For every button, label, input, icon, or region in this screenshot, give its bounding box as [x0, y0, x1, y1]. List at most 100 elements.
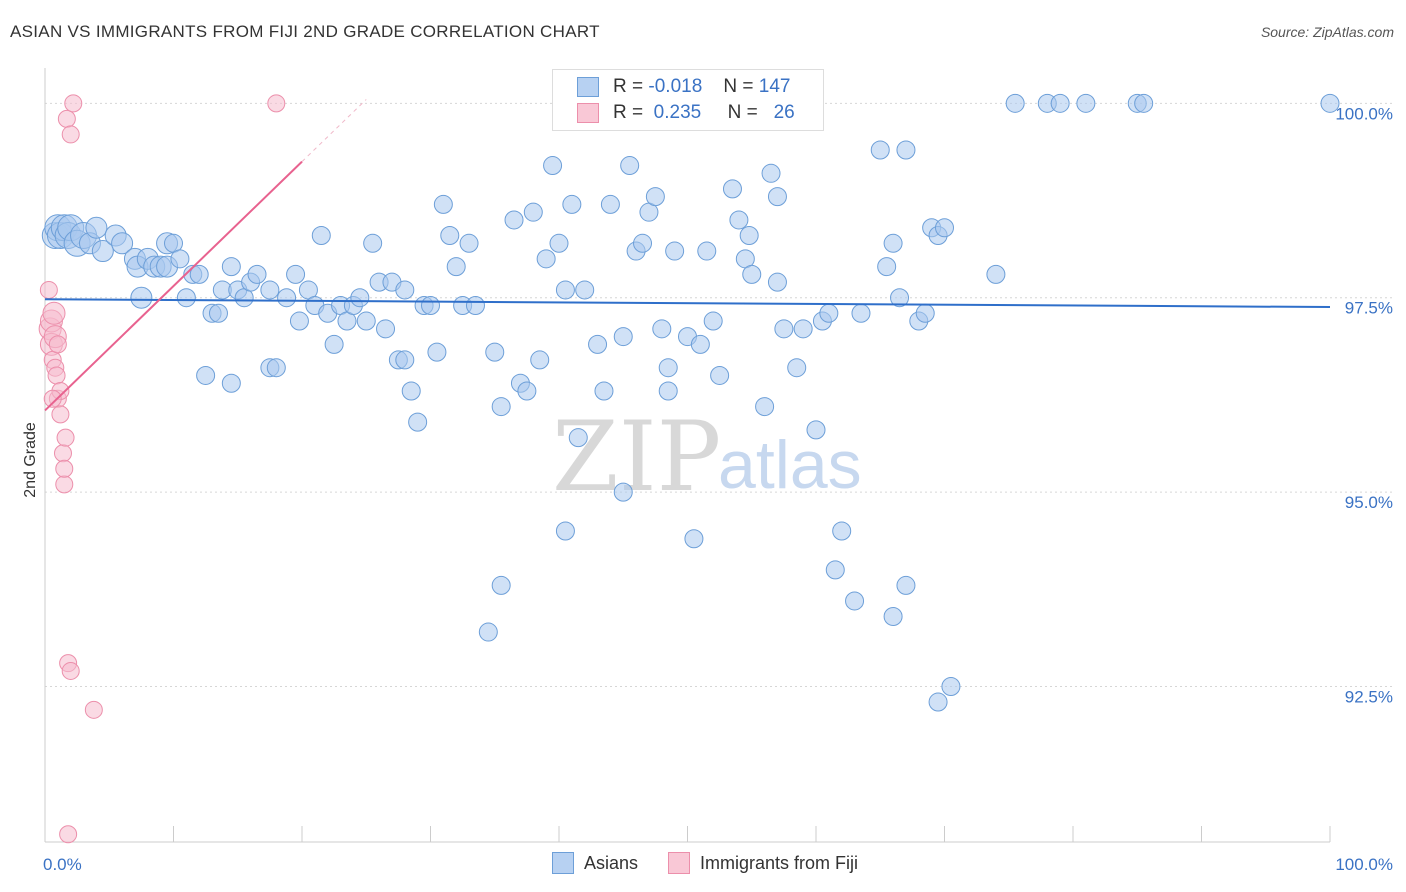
gridlines	[45, 102, 1392, 687]
fiji-point	[57, 109, 76, 128]
asian-point	[883, 607, 903, 627]
fiji-point	[48, 335, 67, 354]
asian-point	[742, 264, 762, 284]
asian-point	[221, 257, 241, 277]
legend-r-value: 0.235	[653, 102, 702, 123]
fiji-trend-extension	[301, 99, 367, 163]
asian-point	[491, 575, 511, 595]
x-tick-label: 0.0%	[43, 855, 82, 874]
asian-point	[877, 257, 897, 277]
asian-point	[767, 272, 787, 292]
asian-point	[767, 187, 787, 207]
asian-point	[600, 194, 620, 214]
y-axis-label: 2nd Grade	[22, 422, 39, 498]
asian-point	[208, 303, 228, 323]
asian-point	[111, 232, 134, 255]
asian-points	[41, 93, 1340, 712]
asian-trend-line	[44, 298, 1331, 309]
fiji-point	[61, 125, 80, 144]
asian-point	[266, 358, 286, 378]
asian-point	[883, 233, 903, 253]
asian-point	[658, 358, 678, 378]
asian-point	[774, 319, 794, 339]
fiji-swatch	[577, 103, 599, 123]
asian-point	[555, 521, 575, 541]
asian-point	[530, 350, 550, 370]
asian-point	[277, 288, 297, 308]
asian-point	[324, 334, 344, 354]
y-tick-label: 100.0%	[1335, 104, 1393, 123]
asian-point	[491, 397, 511, 417]
asian-point	[440, 226, 460, 246]
asian-point	[665, 241, 685, 261]
asian-point	[549, 233, 569, 253]
asian-point	[935, 218, 954, 238]
asian-point	[170, 249, 190, 269]
asian-point	[613, 327, 633, 347]
fiji-point	[39, 280, 58, 299]
asian-point	[421, 295, 440, 315]
asian-point	[189, 264, 209, 284]
asian-point	[851, 303, 871, 323]
asian-point	[433, 194, 453, 214]
tick-labels: 100.0% 97.5% 95.0% 92.5% 0.0% 100.0%	[43, 104, 1393, 874]
asian-point	[311, 226, 331, 246]
fiji-point	[84, 700, 103, 719]
asian-point	[401, 381, 421, 401]
legend-n-label: N =	[723, 76, 754, 97]
asian-point	[941, 676, 961, 696]
asian-point	[517, 381, 537, 401]
legend-r-label: R =	[613, 102, 644, 123]
asian-point	[793, 319, 813, 339]
asian-point	[1320, 93, 1340, 113]
asian-point	[739, 226, 759, 246]
asian-point	[465, 295, 485, 315]
asian-point	[289, 311, 309, 331]
asian-point	[722, 179, 742, 199]
asian-swatch	[577, 77, 599, 97]
source-credit: Source: ZipAtlas.com	[1260, 24, 1394, 40]
asian-point	[555, 280, 575, 300]
trend-lines	[44, 99, 1331, 412]
asian-point	[459, 233, 479, 253]
asian-point	[690, 334, 710, 354]
asian-point	[832, 521, 852, 541]
series-legend: Asians Immigrants from Fiji	[552, 852, 888, 874]
asian-point	[485, 342, 505, 362]
asian-point	[196, 365, 216, 385]
asian-point	[568, 428, 588, 448]
asian-point	[247, 264, 267, 284]
stats-legend: R = -0.018 N = 147 R = 0.235 N = 26	[552, 69, 824, 131]
asian-point	[710, 365, 730, 385]
y-tick-label: 95.0%	[1345, 493, 1393, 512]
asian-point	[825, 560, 845, 580]
asian-point	[594, 381, 614, 401]
fiji-swatch	[668, 852, 691, 874]
legend-item-asians[interactable]: Asians	[552, 852, 638, 874]
fiji-point	[55, 459, 74, 478]
legend-n-value: 147	[758, 76, 791, 97]
legend-item-fiji[interactable]: Immigrants from Fiji	[668, 852, 858, 874]
y-tick-label: 97.5%	[1345, 299, 1393, 318]
asian-point	[176, 288, 196, 308]
asian-point	[376, 319, 396, 339]
asian-point	[645, 187, 665, 207]
fiji-point	[61, 661, 80, 680]
asian-point	[870, 140, 890, 160]
x-tick-label: 100.0%	[1335, 855, 1393, 874]
legend-r-value: -0.018	[648, 76, 703, 97]
asian-point	[588, 334, 608, 354]
asian-point	[652, 319, 672, 339]
asian-point	[356, 311, 376, 331]
fiji-point	[53, 444, 72, 463]
asian-point	[504, 210, 524, 230]
asian-point	[286, 264, 306, 284]
asian-point	[427, 342, 447, 362]
legend-n-label: N =	[727, 102, 758, 123]
asian-point	[697, 241, 717, 261]
y-tick-label: 92.5%	[1345, 687, 1393, 706]
asian-point	[85, 216, 108, 239]
asian-point	[130, 286, 153, 309]
fiji-point	[55, 475, 74, 494]
